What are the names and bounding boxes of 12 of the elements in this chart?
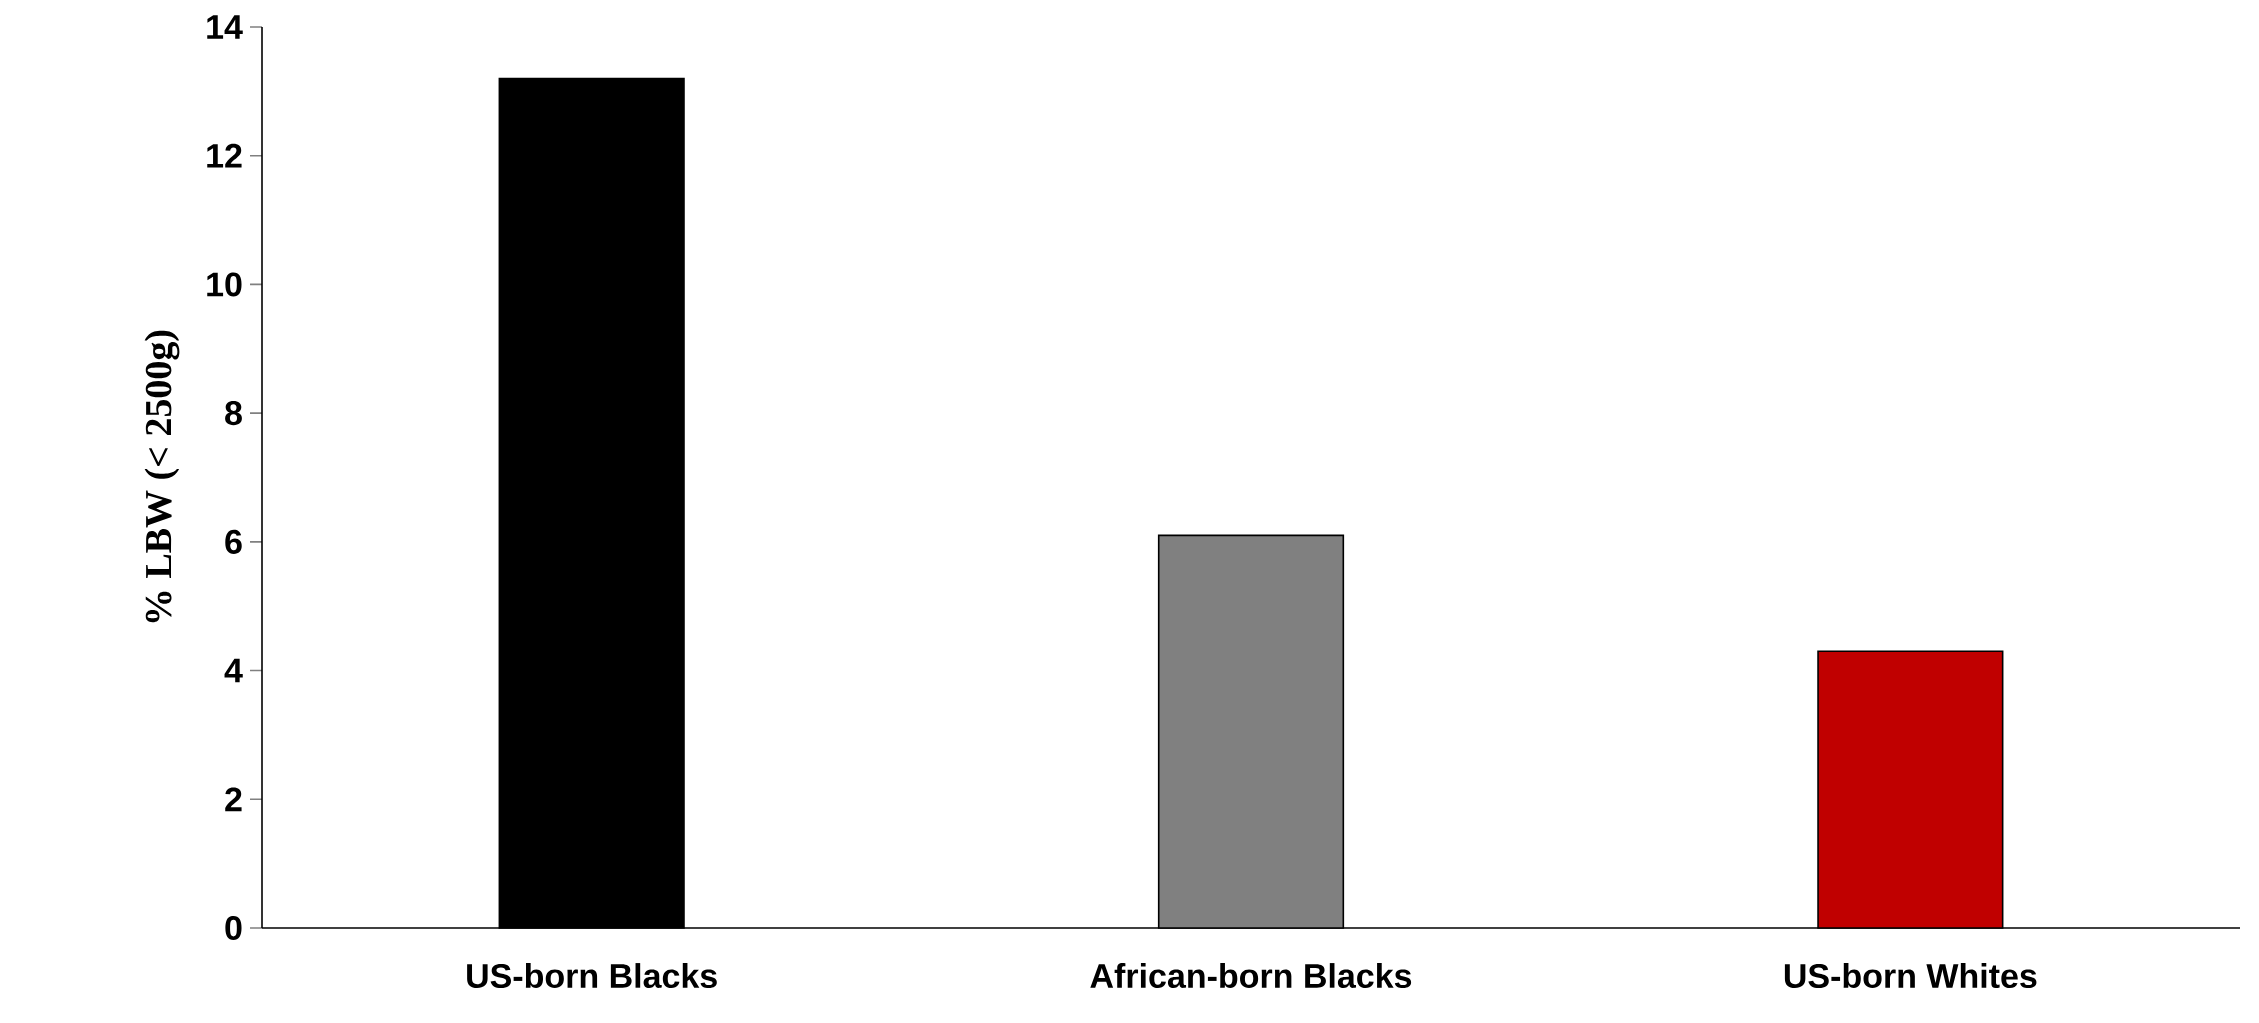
y-tick-label: 0 (225, 915, 242, 941)
y-axis-title: % LBW (< 2500g) (144, 330, 180, 623)
y-tick-label: 12 (207, 143, 242, 168)
x-tick-label: African-born Blacks (1090, 963, 1412, 989)
y-tick-label: 8 (225, 401, 242, 426)
y-tick-label: 14 (207, 15, 243, 39)
y-tick-label: 10 (207, 272, 242, 297)
x-tick-label: US-born Blacks (467, 963, 717, 989)
x-tick-label: US-born Whites (1784, 963, 2037, 989)
y-tick-label: 2 (225, 787, 242, 812)
y-tick-label: 4 (224, 658, 243, 683)
y-tick-label: 6 (225, 529, 242, 554)
